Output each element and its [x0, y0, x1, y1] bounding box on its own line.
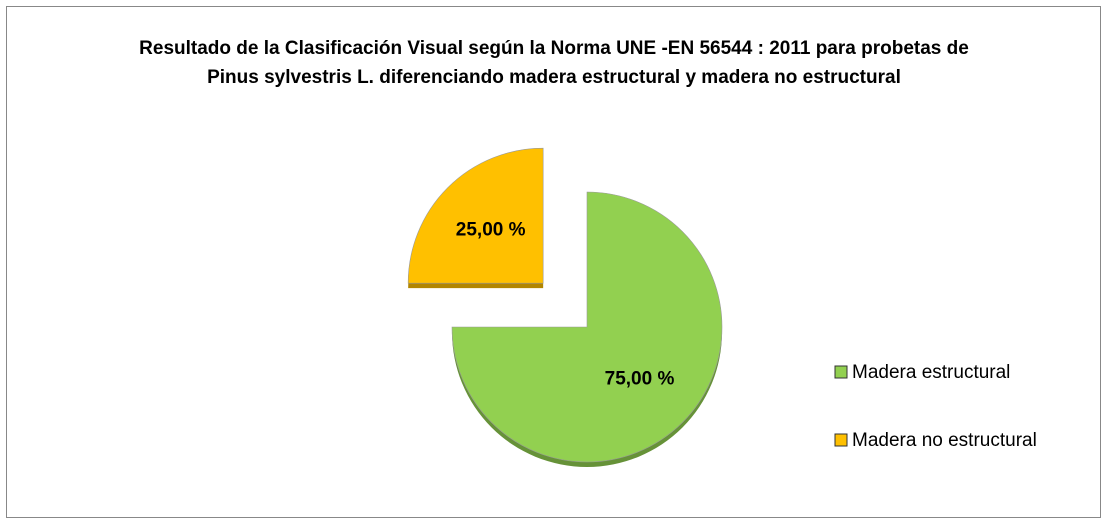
data-label: 75,00 %	[605, 369, 675, 390]
pie-slice	[407, 147, 544, 284]
chart-title: Resultado de la Clasificación Visual seg…	[139, 38, 969, 88]
data-label: 25,00 %	[456, 220, 526, 241]
pie-slice	[451, 191, 723, 463]
legend-swatch	[834, 365, 848, 379]
legend-label: Madera estructural	[852, 362, 1010, 383]
legend-swatch	[834, 433, 848, 447]
legend-label: Madera no estructural	[852, 430, 1037, 451]
